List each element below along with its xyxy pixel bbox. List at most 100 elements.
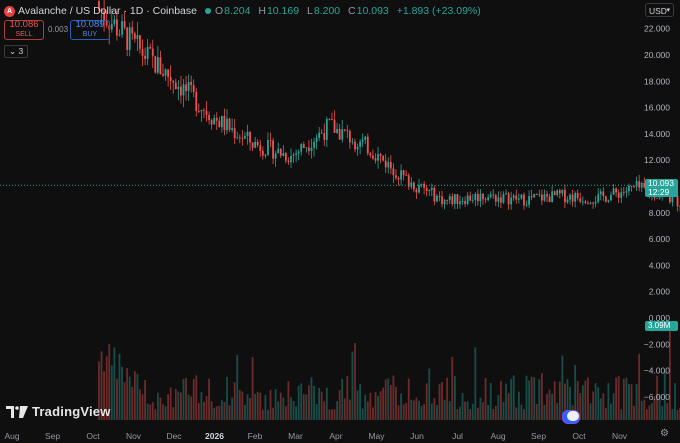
candle-body xyxy=(466,195,469,204)
candle-body xyxy=(658,196,661,199)
volume-bar xyxy=(338,390,341,420)
candle-body xyxy=(474,193,477,201)
volume-bar xyxy=(635,383,638,420)
candle-body xyxy=(604,196,607,202)
candle-body xyxy=(162,73,164,76)
volume-bar xyxy=(149,404,152,420)
candle-body xyxy=(277,148,280,154)
candle-body xyxy=(484,199,487,201)
open-value: 8.204 xyxy=(224,5,251,17)
candle-body xyxy=(382,155,385,161)
candle-body xyxy=(149,46,152,49)
candle-body xyxy=(121,21,123,35)
volume-bar xyxy=(110,365,113,420)
candle-body xyxy=(210,120,213,125)
candle-body xyxy=(141,49,144,56)
y-axis[interactable]: 22.000 20.000 18.000 16.000 14.000 12.000 10.0… xyxy=(644,24,671,402)
candle-body xyxy=(208,114,210,121)
candle-body xyxy=(103,11,106,22)
candle-body xyxy=(351,141,354,143)
volume-bar xyxy=(656,375,658,420)
candle-body xyxy=(625,191,628,193)
candle-body xyxy=(530,196,533,198)
volume-bar xyxy=(336,401,338,420)
candle-body xyxy=(602,191,605,197)
candle-body xyxy=(205,110,208,115)
currency-select[interactable]: USD ▾ xyxy=(645,3,674,17)
symbol-title[interactable]: Avalanche / US Dollar · 1D · Coinbase xyxy=(18,5,197,17)
sell-label: SELL xyxy=(15,31,33,38)
volume-bar xyxy=(622,378,625,420)
candle-body xyxy=(607,200,610,202)
candle-body xyxy=(576,193,579,199)
tradingview-logo[interactable]: TradingView xyxy=(6,404,111,419)
candle-body xyxy=(551,191,554,203)
x-tick-label: Apr xyxy=(329,431,342,441)
volume-bar xyxy=(412,400,415,420)
candle-body xyxy=(169,76,172,82)
volume-bar xyxy=(566,379,569,420)
volume-bar xyxy=(564,383,566,420)
candle-body xyxy=(628,185,630,192)
candle-body xyxy=(343,129,346,131)
candle-body xyxy=(546,194,548,197)
volume-bar xyxy=(290,397,292,420)
candle-body xyxy=(377,154,379,161)
volume-bar xyxy=(492,409,495,420)
volume-bar xyxy=(453,375,456,420)
candle-body xyxy=(177,86,180,90)
volume-bar xyxy=(333,409,336,420)
bar-countdown: 12:29 xyxy=(648,187,670,197)
candle-body xyxy=(305,147,308,149)
high-value: 10.169 xyxy=(266,5,300,17)
candle-body xyxy=(118,34,121,36)
candle-body xyxy=(133,33,136,39)
volume-bar xyxy=(318,387,321,420)
us-flag-icon xyxy=(567,411,579,421)
volume-bar xyxy=(320,391,323,420)
candle-body xyxy=(238,137,241,139)
volume-bar xyxy=(236,354,239,420)
candle-body xyxy=(228,118,231,130)
volume-bar xyxy=(553,381,556,420)
volume-bar xyxy=(208,378,210,420)
candle-body xyxy=(338,128,341,140)
volume-bar xyxy=(651,403,653,420)
volume-bar xyxy=(164,406,167,420)
volume-bar xyxy=(584,380,587,420)
volume-bar xyxy=(587,377,589,420)
volume-bar xyxy=(98,361,100,420)
volume-bar xyxy=(441,382,443,420)
volume-bar xyxy=(272,407,274,420)
candle-body xyxy=(244,136,246,139)
candle-body xyxy=(231,128,234,130)
candle-body xyxy=(359,141,362,147)
volume-bar xyxy=(628,383,630,420)
volume-bar xyxy=(182,378,185,420)
y-tick-label: 14.000 xyxy=(644,129,670,139)
candle-body xyxy=(261,150,264,156)
y-tick-label: 0.000 xyxy=(649,313,671,323)
volume-bar xyxy=(602,393,605,420)
volume-bar xyxy=(146,403,149,420)
candle-body xyxy=(259,145,262,151)
volume-bar xyxy=(300,383,303,420)
volume-bar xyxy=(313,385,315,420)
volume-bar xyxy=(377,395,379,420)
indicators-count: 3 xyxy=(18,46,24,56)
candle-body xyxy=(594,201,597,204)
volume-bar xyxy=(302,394,305,420)
x-axis[interactable]: Aug Sep Oct Nov Dec 2026 Feb Mar Apr May Jun Jul Aug… xyxy=(4,431,627,441)
candle-body xyxy=(633,186,635,188)
candle-body xyxy=(469,195,472,201)
gear-icon[interactable]: ⚙ xyxy=(660,428,669,439)
indicators-toggle-button[interactable]: ⌄ 3 xyxy=(4,45,29,58)
sell-button[interactable]: 10.086 SELL xyxy=(4,20,44,40)
candle-body xyxy=(297,151,300,154)
volume-bar xyxy=(607,383,610,420)
currency-value: USD xyxy=(649,6,667,16)
candle-body xyxy=(223,115,226,131)
candles xyxy=(98,0,680,212)
buy-button[interactable]: 10.089 BUY xyxy=(70,20,110,40)
